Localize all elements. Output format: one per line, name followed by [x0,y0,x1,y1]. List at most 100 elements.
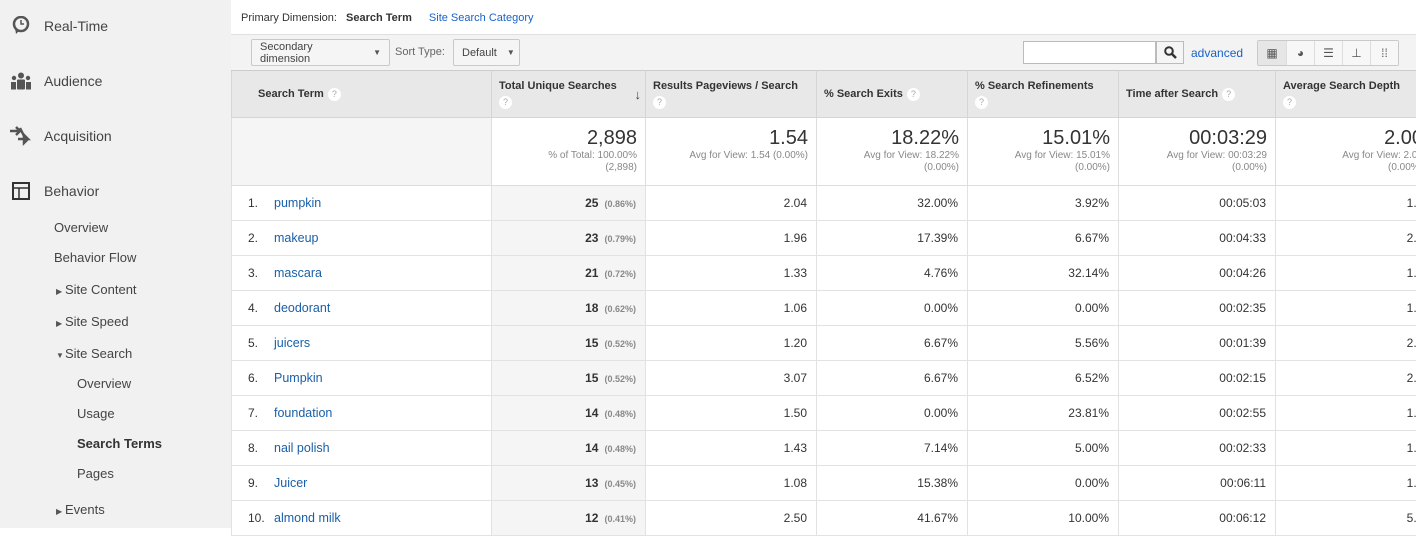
search-term-link[interactable]: makeup [274,231,318,245]
column-header-label: Total Unique Searches [499,80,617,92]
table-search-input[interactable] [1023,41,1156,64]
nav-usage[interactable]: Usage [77,406,115,421]
search-term-link[interactable]: deodorant [274,301,330,315]
advanced-filter-link[interactable]: advanced [1191,46,1243,60]
column-header-label: Search Term [258,88,324,100]
table-row: 5.juicers 15(0.52%) 1.20 6.67% 5.56% 00:… [232,326,1416,361]
total-value: 18.22% [817,127,959,150]
search-term-cell: 4.deodorant [232,291,492,326]
dropdown-label: Default [462,47,497,59]
nav-behavior[interactable]: Behavior [0,181,99,201]
table-view-icon[interactable]: ▦ [1258,41,1286,65]
nav-audience[interactable]: Audience [0,71,102,91]
time-after-search-cell: 00:02:33 [1119,431,1276,466]
search-term-link[interactable]: Pumpkin [274,371,323,385]
secondary-dimension-dropdown[interactable]: Secondary dimension▼ [251,39,390,66]
time-after-search-cell: 00:02:15 [1119,361,1276,396]
comparison-view-icon[interactable]: ⊥ [1342,41,1370,65]
column-header[interactable]: Total Unique Searches?↓ [492,71,646,118]
help-icon[interactable]: ? [1283,96,1296,109]
results-pageviews-cell: 1.96 [646,221,817,256]
nav-real-time[interactable]: Real-Time [0,16,108,36]
column-header[interactable]: Search Term? [232,71,492,118]
search-refinements-cell: 5.00% [968,431,1119,466]
total-sub: (2,898) [492,162,637,174]
search-term-link[interactable]: nail polish [274,441,330,455]
search-term-cell: 3.mascara [232,256,492,291]
percent: (0.86%) [604,199,636,209]
results-pageviews-cell: 1.50 [646,396,817,431]
nav-pages[interactable]: Pages [77,466,114,481]
percent: (0.62%) [604,304,636,314]
time-after-search-cell: 00:02:55 [1119,396,1276,431]
search-depth-cell: 2.04 [1276,221,1416,256]
search-term-link[interactable]: foundation [274,406,332,420]
clock-bubble-icon [0,16,44,36]
search-term-link[interactable]: juicers [274,336,310,350]
caret-right-icon: ▶ [56,287,65,296]
column-header-label: Time after Search [1126,88,1218,100]
nav-site-search[interactable]: ▼Site Search [56,346,132,361]
results-pageviews-cell: 2.04 [646,186,817,221]
column-header[interactable]: Average Search Depth? [1276,71,1416,118]
table-row: 6.Pumpkin 15(0.52%) 3.07 6.67% 6.52% 00:… [232,361,1416,396]
results-pageviews-cell: 1.33 [646,256,817,291]
sort-type-dropdown[interactable]: Default▼ [453,39,520,66]
help-icon[interactable]: ? [653,96,666,109]
column-header[interactable]: % Search Exits? [817,71,968,118]
search-term-cell: 5.juicers [232,326,492,361]
toolbar: Secondary dimension▼ Sort Type: Default▼… [231,34,1416,70]
site-search-category-link[interactable]: Site Search Category [429,12,534,24]
nav-behavior-overview[interactable]: Overview [54,220,108,235]
nav-label: Behavior [44,183,99,199]
column-header[interactable]: % Search Refinements? [968,71,1119,118]
total-cell: 18.22%Avg for View: 18.22%(0.00%) [817,118,968,186]
table-row: 3.mascara 21(0.72%) 1.33 4.76% 32.14% 00… [232,256,1416,291]
time-after-search-cell: 00:01:39 [1119,326,1276,361]
column-header[interactable]: Results Pageviews / Search? [646,71,817,118]
table-row: 2.makeup 23(0.79%) 1.96 17.39% 6.67% 00:… [232,221,1416,256]
help-icon[interactable]: ? [975,96,988,109]
view-switcher: ▦ ◕ ☰ ⊥ ⁞⁞ [1257,40,1399,66]
row-number: 3. [248,266,274,280]
nav-search-terms[interactable]: Search Terms [77,436,162,451]
pie-view-icon[interactable]: ◕ [1286,41,1314,65]
primary-dimension-selected: Search Term [346,12,412,24]
search-depth-cell: 1.31 [1276,466,1416,501]
totals-label-cell [232,118,492,186]
search-icon [1164,46,1177,59]
help-icon[interactable]: ? [907,88,920,101]
nav-behavior-flow[interactable]: Behavior Flow [54,250,136,265]
nav-site-speed[interactable]: ▶Site Speed [56,314,129,329]
nav-acquisition[interactable]: Acquisition [0,126,112,146]
search-term-link[interactable]: almond milk [274,511,341,525]
nav-label: Site Content [65,282,137,297]
column-header[interactable]: Time after Search? [1119,71,1276,118]
help-icon[interactable]: ? [499,96,512,109]
help-icon[interactable]: ? [328,88,341,101]
bar-view-icon[interactable]: ☰ [1314,41,1342,65]
search-term-link[interactable]: Juicer [274,476,307,490]
search-button[interactable] [1156,41,1184,64]
nav-site-content[interactable]: ▶Site Content [56,282,137,297]
nav-site-search-overview[interactable]: Overview [77,376,131,391]
pivot-view-icon[interactable]: ⁞⁞ [1370,41,1398,65]
unique-searches-cell: 13(0.45%) [492,466,646,501]
value: 25 [585,196,598,210]
search-term-link[interactable]: pumpkin [274,196,321,210]
row-number: 5. [248,336,274,350]
dropdown-label: Secondary dimension [260,41,363,65]
total-cell: 2.00Avg for View: 2.00(0.00%) [1276,118,1416,186]
search-term-link[interactable]: mascara [274,266,322,280]
row-number: 2. [248,231,274,245]
percent: (0.48%) [604,409,636,419]
results-pageviews-cell: 1.06 [646,291,817,326]
nav-events[interactable]: ▶Events [56,502,105,517]
total-sub: (0.00%) [1276,162,1416,174]
nav-label: Audience [44,73,102,89]
value: 15 [585,336,598,350]
table-row: 4.deodorant 18(0.62%) 1.06 0.00% 0.00% 0… [232,291,1416,326]
help-icon[interactable]: ? [1222,88,1235,101]
